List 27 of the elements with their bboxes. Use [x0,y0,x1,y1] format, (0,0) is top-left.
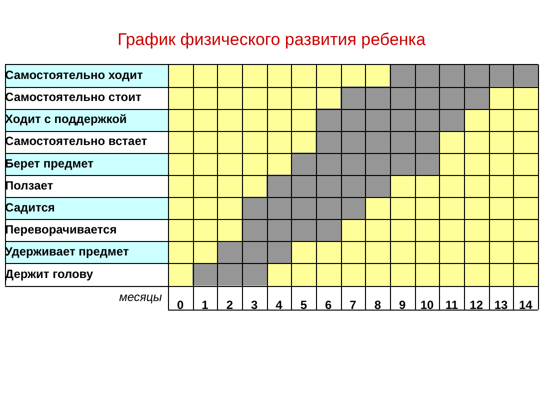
x-tick-label: 6 [324,298,332,312]
x-tick-label: 14 [518,298,533,312]
x-tick-label: 8 [374,298,382,312]
y-tick-label: Берет предмет [5,156,94,170]
y-tick-label: Держит голову [5,266,94,281]
chart-title: График физического развития ребенка [117,30,426,49]
x-tick-label: 2 [226,298,234,312]
y-tick-label: Садится [5,200,55,214]
x-tick-label: 0 [176,298,184,312]
x-tick-label: 10 [420,298,434,312]
y-tick-label: Удерживает предмет [5,244,129,259]
y-tick-label: Самостоятельно стоит [5,90,142,104]
y-tick-label: Ползает [5,178,54,192]
x-tick-label: 3 [250,298,258,312]
x-tick-label: 4 [276,298,283,312]
x-tick-label: 1 [202,298,209,312]
y-tick-label: Переворачивается [5,222,117,237]
y-tick-label: Самостоятельно встает [5,134,148,148]
x-tick-label: 11 [445,298,458,312]
x-tick-label: 12 [470,298,484,312]
x-tick-label: 5 [300,298,308,312]
x-tick-label: 9 [398,298,406,312]
x-axis-title: месяцы [119,290,162,304]
y-tick-label: Самостоятельно ходит [5,68,143,82]
x-tick-label: 7 [350,298,357,312]
y-tick-label: Ходит с поддержкой [5,112,127,126]
x-tick-label: 13 [494,298,508,312]
